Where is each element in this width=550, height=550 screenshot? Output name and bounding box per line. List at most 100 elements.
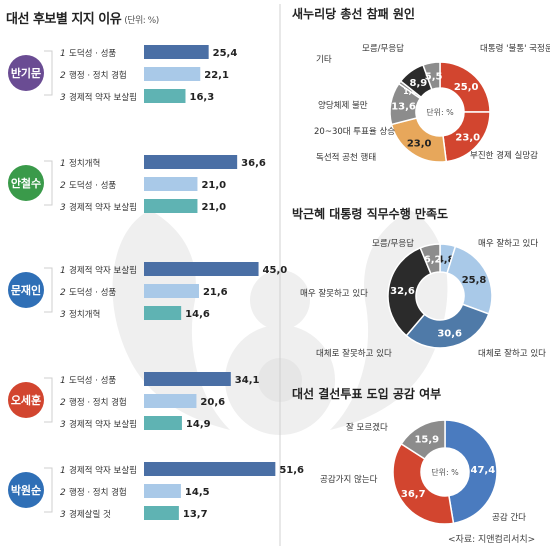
bar-value-label: 13,7 bbox=[183, 509, 208, 520]
left-panel-title: 대선 후보별 지지 이유 bbox=[6, 12, 122, 27]
slice-name-label: 잘 모르겠다 bbox=[346, 422, 388, 433]
slice-value-label: 4,8 bbox=[437, 254, 455, 265]
slice-value-label: 25,8 bbox=[462, 275, 487, 286]
reason-label: 도덕성 · 성품 bbox=[69, 287, 116, 298]
bar bbox=[144, 177, 198, 191]
donut-chart-3: 대선 결선투표 도입 공감 여부 47,4 공감 간다 36,7 공감가지 않는다 15,… bbox=[292, 386, 526, 525]
donut-slice bbox=[422, 61, 441, 91]
bar-value-label: 14,9 bbox=[186, 419, 211, 430]
reason-label: 경제적 약자 보살핌 bbox=[69, 419, 137, 430]
reason-label: 정치개혁 bbox=[69, 158, 100, 169]
bar-value-label: 16,3 bbox=[189, 92, 214, 103]
bar-value-label: 21,0 bbox=[201, 202, 226, 213]
rank-label: 3 bbox=[60, 420, 66, 430]
rank-label: 1 bbox=[60, 49, 66, 59]
bar bbox=[144, 372, 231, 386]
slice-value-label: 36,7 bbox=[401, 489, 426, 500]
candidate-block-2: 안철수 1 정치개혁 36,6 2 도덕성 · 성품 21,0 3 경제적 약자 보살핌 21,0 bbox=[8, 155, 266, 213]
slice-value-label: 32,6 bbox=[390, 286, 415, 297]
donut-title: 대선 결선투표 도입 공감 여부 bbox=[292, 386, 441, 401]
candidate-block-3: 문재인 1 경제적 약자 보살핌 45,0 2 도덕성 · 성품 21,6 3 정치개혁 14,6 bbox=[8, 262, 287, 320]
slice-value-label: 30,6 bbox=[437, 329, 462, 340]
reason-label: 정치개혁 bbox=[69, 309, 100, 320]
slice-name-label: 독선적 공천 행태 bbox=[316, 152, 376, 163]
bar bbox=[144, 199, 198, 213]
reason-label: 도덕성 · 성품 bbox=[69, 375, 116, 386]
bar-value-label: 36,6 bbox=[241, 158, 266, 169]
rank-label: 1 bbox=[60, 266, 66, 276]
slice-value-label: 47,4 bbox=[471, 465, 496, 476]
reason-label: 경제적 약자 보살핌 bbox=[69, 92, 137, 103]
slice-value-label: 1,0 bbox=[403, 87, 418, 96]
bar bbox=[144, 67, 201, 81]
candidate-badge bbox=[8, 55, 44, 91]
candidate-bracket bbox=[44, 267, 53, 313]
donut-slice bbox=[419, 243, 441, 275]
rank-label: 3 bbox=[60, 93, 66, 103]
left-panel-header: 대선 후보별 지지 이유 (단위: %) bbox=[6, 8, 159, 27]
bar-value-label: 14,5 bbox=[185, 487, 210, 498]
bar bbox=[144, 394, 197, 408]
reason-label: 경제살릴 것 bbox=[69, 509, 111, 520]
slice-value-label: 25,0 bbox=[454, 82, 479, 93]
slice-value-label: 15,9 bbox=[414, 435, 439, 446]
slice-value-label: 23,0 bbox=[407, 139, 432, 150]
rank-label: 3 bbox=[60, 203, 66, 213]
bar bbox=[144, 416, 182, 430]
bar-value-label: 45,0 bbox=[263, 265, 288, 276]
slice-name-label: 매우 잘못하고 있다 bbox=[300, 288, 368, 299]
bar bbox=[144, 506, 179, 520]
rank-label: 2 bbox=[60, 181, 66, 191]
slice-value-label: 13,6 bbox=[391, 102, 416, 113]
bar bbox=[144, 306, 182, 320]
donut-chart-2: 박근혜 대통령 직무수행 만족도 4,8 매우 잘하고 있다 25,8 대체로 잘하고 … bbox=[292, 206, 546, 359]
rank-label: 2 bbox=[60, 288, 66, 298]
slice-value-label: 6,2 bbox=[424, 255, 442, 266]
slice-name-label: 양당체제 불만 bbox=[318, 100, 368, 111]
donut-slice bbox=[400, 419, 446, 461]
slice-name-label: 기타 bbox=[316, 55, 332, 65]
candidate-name: 반기문 bbox=[11, 66, 41, 80]
slice-name-label: 모름/무응답 bbox=[362, 43, 404, 54]
candidate-bracket bbox=[44, 160, 53, 206]
rank-label: 2 bbox=[60, 71, 66, 81]
rank-label: 2 bbox=[60, 488, 66, 498]
bar-value-label: 21,6 bbox=[203, 287, 228, 298]
bar bbox=[144, 262, 259, 276]
candidate-bracket bbox=[44, 377, 53, 423]
bar-value-label: 22,1 bbox=[204, 70, 229, 81]
candidate-name: 박원순 bbox=[11, 483, 41, 497]
rank-label: 3 bbox=[60, 310, 66, 320]
slice-name-label: 공감가지 않는다 bbox=[320, 474, 378, 485]
candidate-badge bbox=[8, 382, 44, 418]
bar-value-label: 20,6 bbox=[200, 397, 225, 408]
bar-value-label: 51,6 bbox=[279, 465, 304, 476]
donut-title: 새누리당 총선 참패 원인 bbox=[292, 6, 415, 21]
bar bbox=[144, 284, 199, 298]
rank-label: 2 bbox=[60, 398, 66, 408]
slice-name-label: 대체로 잘못하고 있다 bbox=[316, 348, 392, 359]
slice-name-label: 부진한 경제 실망감 bbox=[470, 150, 538, 161]
reason-label: 행정 · 정치 경험 bbox=[69, 70, 127, 81]
candidate-block-5: 박원순 1 경제적 약자 보살핌 51,6 2 행정 · 정치 경험 14,5 3 경제살릴 것… bbox=[8, 462, 304, 520]
bar-value-label: 34,1 bbox=[235, 375, 260, 386]
candidate-name: 오세훈 bbox=[11, 393, 41, 407]
bar bbox=[144, 484, 181, 498]
bar bbox=[144, 155, 238, 169]
candidate-badge bbox=[8, 165, 44, 201]
slice-name-label: 20~30대 투표율 상승 bbox=[314, 126, 395, 137]
donut-unit-label: 단위: % bbox=[431, 467, 459, 477]
source-note: <자료: 지앤컴리서치> bbox=[448, 535, 536, 545]
bar-value-label: 21,0 bbox=[201, 180, 226, 191]
candidate-block-1: 반기문 1 도덕성 · 성품 25,4 2 행정 · 정치 경험 22,1 3 경제적 약자 보… bbox=[8, 45, 237, 103]
slice-name-label: 대통령 '불통' 국정운영 bbox=[480, 43, 550, 54]
bar-value-label: 14,6 bbox=[185, 309, 210, 320]
candidate-name: 안철수 bbox=[11, 176, 41, 190]
donut-slice bbox=[446, 245, 493, 315]
left-panel-unit: (단위: %) bbox=[124, 16, 159, 26]
rank-label: 3 bbox=[60, 510, 66, 520]
rank-label: 1 bbox=[60, 466, 66, 476]
candidate-block-4: 오세훈 1 도덕성 · 성품 34,1 2 행정 · 정치 경험 20,6 3 경제적 약자 보… bbox=[8, 372, 260, 430]
